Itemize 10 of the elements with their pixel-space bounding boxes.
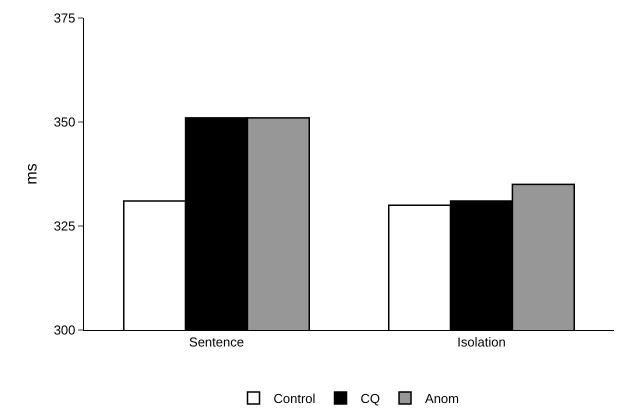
x-tick-label: Sentence	[189, 334, 244, 350]
legend-label: Anom	[425, 391, 459, 406]
y-tick-label: 325	[54, 218, 76, 234]
x-tick-label: Isolation	[457, 334, 506, 350]
y-tick-label: 350	[54, 114, 76, 130]
y-tick-label: 375	[54, 10, 76, 26]
y-tick-label: 300	[54, 322, 76, 338]
y-axis-title: ms	[24, 163, 41, 185]
legend-label: CQ	[360, 391, 380, 406]
legend-label: Control	[274, 391, 316, 406]
